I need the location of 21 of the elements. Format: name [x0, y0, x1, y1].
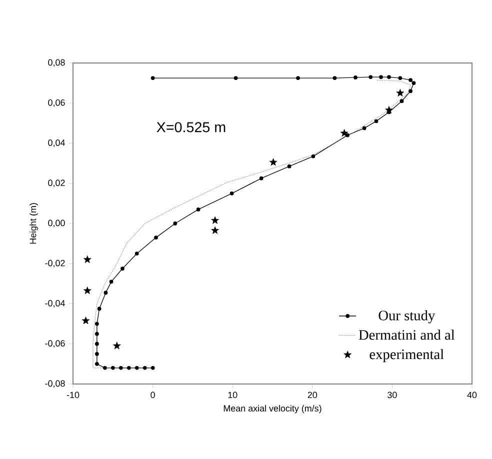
legend-label: Our study: [378, 310, 436, 324]
y-tick-label: -0,04: [45, 300, 65, 308]
legend-label: experimental: [370, 349, 444, 362]
y-tick-label: -0,08: [45, 380, 65, 388]
x-tick-label: 30: [388, 392, 397, 398]
x-tick-label: 10: [228, 392, 238, 398]
y-tick-label: 0,06: [48, 99, 65, 107]
x-tick-label: -10: [66, 392, 80, 398]
x-tick-label: 0: [150, 392, 155, 398]
annotation: X=0.525 m: [156, 122, 226, 132]
y-tick-label: 0,08: [48, 59, 65, 67]
x-tick-label: 20: [308, 392, 318, 398]
y-tick-label: -0,02: [45, 260, 65, 268]
x-tick-label: 40: [467, 392, 477, 398]
y-axis-title: Height (m): [30, 203, 38, 244]
x-axis-title: Mean axial velocity (m/s): [224, 404, 322, 414]
legend-label: Dermatini and al: [358, 330, 455, 340]
y-tick-label: 0,04: [48, 140, 65, 147]
y-tick-label: -0,06: [45, 340, 65, 348]
y-tick-label: 0,02: [48, 180, 65, 188]
y-tick-label: 0,00: [48, 220, 65, 228]
